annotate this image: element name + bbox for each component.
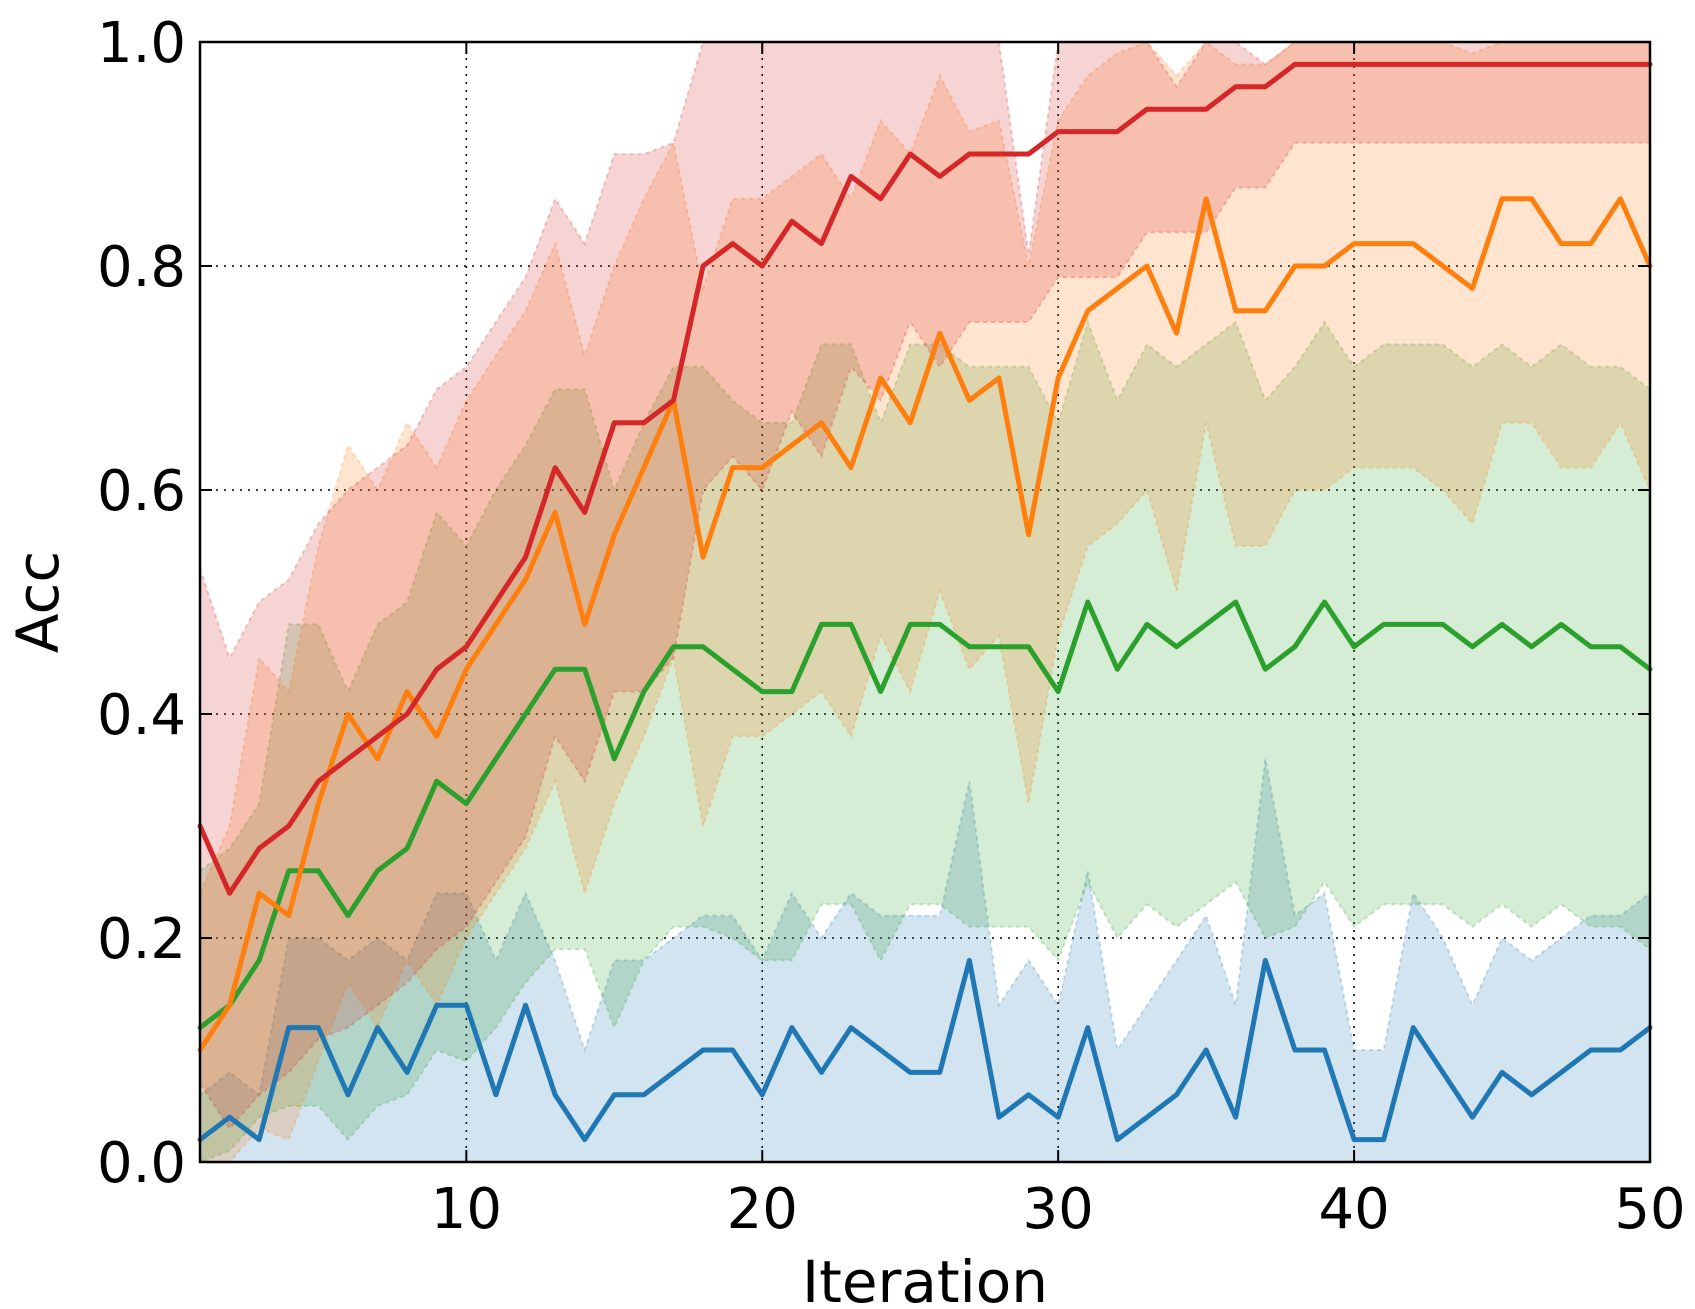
- y-axis-ticks: 0.0 0.2 0.4 0.6 0.8 1.0: [97, 11, 1650, 1196]
- y-tick-label: 0.0: [97, 1131, 186, 1196]
- y-axis-label: Acc: [4, 551, 72, 653]
- y-tick-label: 0.2: [97, 907, 186, 972]
- y-tick-label: 0.6: [97, 459, 186, 524]
- series-2-confidence-band: [199, 40, 1651, 1163]
- x-axis-label: Iteration: [802, 1248, 1048, 1309]
- plot-area: [197, 40, 1653, 1164]
- plot-frame: [198, 40, 1652, 1164]
- x-tick-label: 20: [727, 1177, 798, 1242]
- series-0-confidence-band: [199, 758, 1651, 1163]
- series-3-line: [197, 61, 1653, 896]
- x-axis-ticks: 10 20 30 40 50: [431, 42, 1686, 1242]
- series-2-line: [197, 196, 1653, 1053]
- x-tick-label: 30: [1023, 1177, 1094, 1242]
- x-tick-label: 50: [1614, 1177, 1685, 1242]
- series-0: [199, 758, 1651, 1163]
- y-tick-label: 1.0: [97, 11, 186, 76]
- series-0-line: [197, 957, 1653, 1143]
- series-2: [199, 40, 1651, 1163]
- x-tick-label: 40: [1318, 1177, 1389, 1242]
- y-tick-label: 0.4: [97, 683, 186, 748]
- x-tick-label: 10: [431, 1177, 502, 1242]
- y-tick-label: 0.8: [97, 235, 186, 300]
- series-1-line: [197, 599, 1653, 1031]
